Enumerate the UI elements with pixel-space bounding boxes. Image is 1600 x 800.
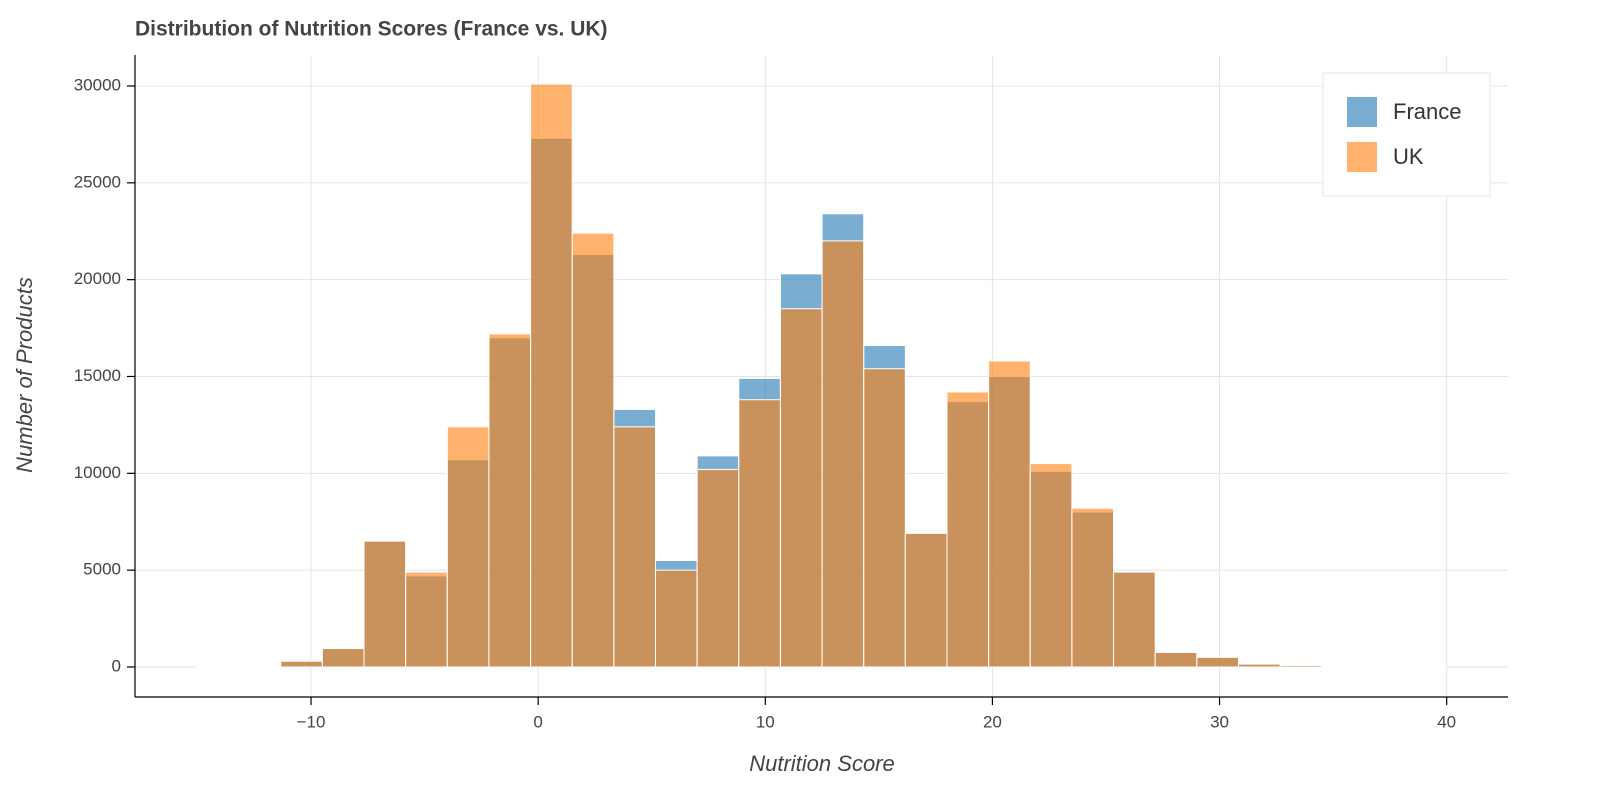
x-tick-label: 0	[533, 712, 542, 731]
bar	[779, 308, 823, 668]
bar	[696, 468, 740, 668]
bar	[446, 426, 490, 668]
legend-label: France	[1393, 99, 1461, 124]
bar	[863, 368, 906, 668]
bar	[405, 571, 448, 668]
legend-label: UK	[1393, 144, 1424, 169]
bar	[655, 569, 698, 668]
bar	[1237, 663, 1281, 668]
chart-title: Distribution of Nutrition Scores (France…	[135, 18, 608, 41]
legend-swatch	[1347, 97, 1377, 127]
bar	[946, 391, 990, 668]
axes: 0 5000 10000 15000 20000 25000 30000 −10 0 10 20 30…	[74, 55, 1508, 731]
bar	[571, 232, 615, 668]
bar	[904, 532, 948, 668]
bar	[280, 660, 323, 668]
x-tick-label: 20	[983, 712, 1002, 731]
bar	[238, 665, 282, 668]
x-tick-label: 10	[756, 712, 775, 731]
bar	[488, 333, 532, 668]
y-tick-label: 20000	[74, 269, 121, 288]
x-tick-label: 40	[1437, 712, 1456, 731]
y-tick-label: 30000	[74, 75, 121, 94]
y-tick-label: 25000	[74, 172, 121, 191]
bar	[530, 83, 573, 668]
legend: France UK	[1322, 72, 1491, 197]
bars	[196, 83, 1448, 668]
x-axis-label: Nutrition Score	[749, 751, 895, 776]
bar	[363, 540, 407, 668]
y-tick-label: 15000	[74, 366, 121, 385]
bar	[1113, 571, 1156, 668]
bar	[821, 240, 865, 668]
bar	[321, 648, 365, 668]
bar	[613, 426, 657, 668]
bar	[738, 399, 781, 668]
y-axis-label: Number of Products	[12, 277, 37, 473]
bar	[1196, 656, 1239, 668]
x-tick-label: 30	[1210, 712, 1229, 731]
bar	[988, 360, 1031, 668]
y-tick-label: 0	[112, 656, 121, 675]
bar	[1029, 463, 1073, 668]
bar	[1279, 664, 1323, 668]
bar	[1071, 507, 1115, 668]
legend-swatch	[1347, 142, 1377, 172]
x-tick-label: −10	[297, 712, 326, 731]
y-tick-label: 10000	[74, 463, 121, 482]
bar	[1154, 651, 1198, 668]
y-tick-label: 5000	[83, 560, 121, 579]
bar	[1321, 665, 1364, 668]
legend-box	[1322, 72, 1491, 197]
